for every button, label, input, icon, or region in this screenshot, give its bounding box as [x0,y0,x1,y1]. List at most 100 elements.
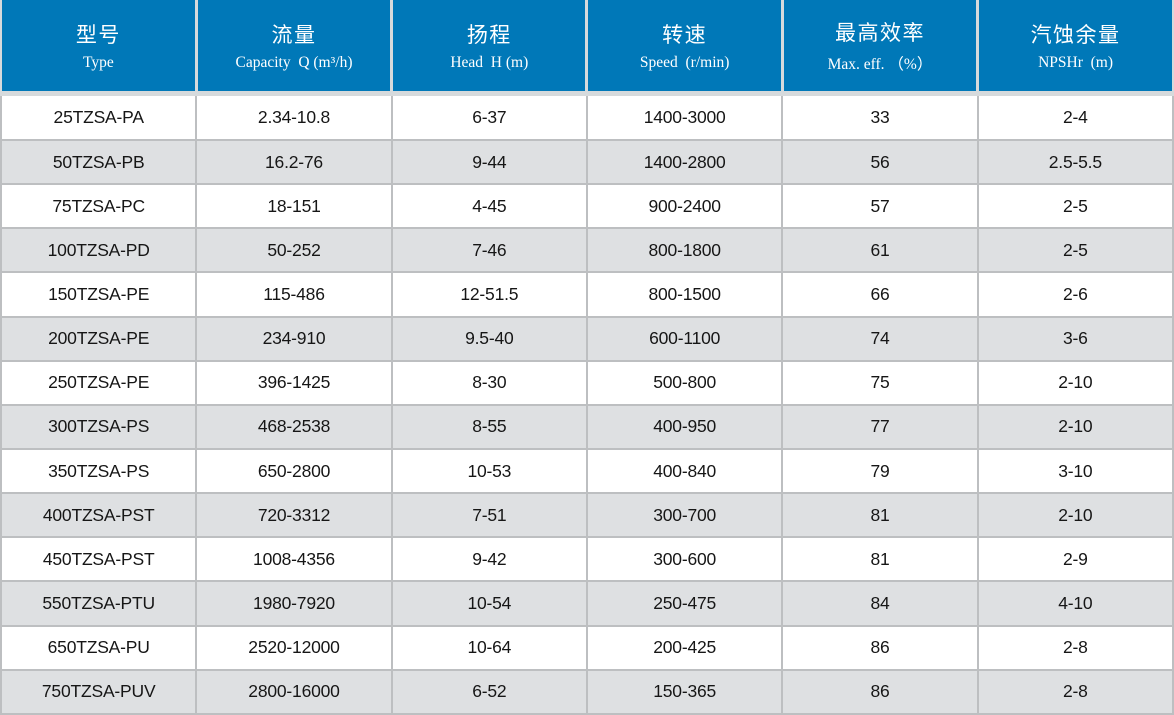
cell-npshr: 2-5 [976,227,1174,274]
cell-speed: 900-2400 [585,183,784,230]
column-header-label-zh: 转速 [662,23,708,47]
cell-capacity: 234-910 [195,315,393,362]
cell-speed: 300-700 [585,492,784,539]
cell-head: 10-53 [390,447,588,495]
cell-type: 150TZSA-PE [0,271,198,318]
column-header-label-zh: 汽蚀余量 [1030,23,1121,47]
cell-capacity: 2800-16000 [195,668,393,715]
table-row: 450TZSA-PST 1008-4356 9-42 300-600 81 2-9 [0,536,1174,583]
column-header-label-zh: 流量 [271,23,317,47]
table-row: 25TZSA-PA 2.34-10.8 6-37 1400-3000 33 2-4 [0,91,1174,142]
cell-capacity: 50-252 [195,227,393,274]
cell-speed: 300-600 [585,536,784,583]
cell-npshr: 3-6 [976,315,1174,362]
table-row: 150TZSA-PE 115-486 12-51.5 800-1500 66 2-6 [0,271,1174,318]
cell-max-eff: 84 [781,580,979,627]
cell-type: 750TZSA-PUV [0,668,198,715]
cell-capacity: 2520-12000 [195,624,393,671]
cell-capacity: 115-486 [195,271,393,318]
cell-capacity: 650-2800 [195,447,393,495]
column-header-max-eff: 最高效率 Max. eff. （%） [780,0,978,96]
cell-type: 200TZSA-PE [0,315,198,362]
cell-npshr: 2-5 [976,183,1174,230]
cell-npshr: 4-10 [976,580,1174,627]
cell-npshr: 2-6 [976,271,1174,318]
cell-capacity: 2.34-10.8 [195,91,393,142]
table-row: 100TZSA-PD 50-252 7-46 800-1800 61 2-5 [0,227,1174,274]
cell-type: 100TZSA-PD [0,227,198,274]
cell-head: 9-42 [390,536,588,583]
cell-type: 50TZSA-PB [0,139,198,186]
cell-npshr: 2-10 [976,359,1174,406]
cell-type: 450TZSA-PST [0,536,198,583]
column-header-label-zh: 最高效率 [834,21,925,45]
cell-head: 8-30 [390,359,588,406]
column-header-label-en: Max. eff. （%） [827,55,933,73]
cell-speed: 1400-2800 [585,139,784,186]
cell-max-eff: 56 [781,139,979,186]
cell-head: 9-44 [390,139,588,186]
table-row: 75TZSA-PC 18-151 4-45 900-2400 57 2-5 [0,183,1174,230]
cell-capacity: 468-2538 [195,403,393,451]
cell-capacity: 16.2-76 [195,139,393,186]
cell-max-eff: 61 [781,227,979,274]
cell-speed: 400-950 [585,403,784,451]
cell-type: 250TZSA-PE [0,359,198,406]
cell-type: 550TZSA-PTU [0,580,198,627]
table-row: 550TZSA-PTU 1980-7920 10-54 250-475 84 4-10 [0,580,1174,627]
cell-head: 7-51 [390,492,588,539]
cell-capacity: 1008-4356 [195,536,393,583]
cell-speed: 400-840 [585,447,784,495]
cell-head: 6-52 [390,668,588,715]
cell-npshr: 2-4 [976,91,1174,142]
column-header-label-en: Capacity Q (m³/h) [235,53,353,71]
cell-max-eff: 74 [781,315,979,362]
column-header-type: 型号 Type [0,0,197,96]
cell-type: 400TZSA-PST [0,492,198,539]
cell-max-eff: 66 [781,271,979,318]
column-header-label-zh: 扬程 [466,23,512,47]
cell-max-eff: 86 [781,624,979,671]
cell-max-eff: 79 [781,447,979,495]
cell-head: 12-51.5 [390,271,588,318]
table-row: 400TZSA-PST 720-3312 7-51 300-700 81 2-10 [0,492,1174,539]
table-body: 25TZSA-PA 2.34-10.8 6-37 1400-3000 33 2-4 50TZ… [0,91,1174,715]
cell-type: 350TZSA-PS [0,447,198,495]
header-row: 型号 Type 流量 Capacity Q (m³/h) 扬程 Head H (m) 转速 S… [0,0,1174,96]
cell-npshr: 2-10 [976,403,1174,451]
cell-npshr: 2-8 [976,624,1174,671]
cell-type: 25TZSA-PA [0,91,198,142]
table-row: 650TZSA-PU 2520-12000 10-64 200-425 86 2-8 [0,624,1174,671]
column-header-label-en: NPSHr (m) [1038,53,1114,71]
cell-npshr: 2-10 [976,492,1174,539]
cell-npshr: 2-9 [976,536,1174,583]
cell-max-eff: 86 [781,668,979,715]
cell-speed: 600-1100 [585,315,784,362]
cell-speed: 150-365 [585,668,784,715]
column-header-label-en: Head H (m) [450,53,529,71]
cell-type: 300TZSA-PS [0,403,198,451]
cell-speed: 500-800 [585,359,784,406]
cell-type: 75TZSA-PC [0,183,198,230]
table-row: 200TZSA-PE 234-910 9.5-40 600-1100 74 3-6 [0,315,1174,362]
cell-max-eff: 81 [781,536,979,583]
table-row: 350TZSA-PS 650-2800 10-53 400-840 79 3-10 [0,447,1174,495]
cell-head: 7-46 [390,227,588,274]
cell-type: 650TZSA-PU [0,624,198,671]
cell-speed: 200-425 [585,624,784,671]
column-header-label-en: Speed (r/min) [639,53,730,71]
cell-capacity: 1980-7920 [195,580,393,627]
cell-head: 9.5-40 [390,315,588,362]
cell-head: 10-64 [390,624,588,671]
cell-max-eff: 81 [781,492,979,539]
table-header: 型号 Type 流量 Capacity Q (m³/h) 扬程 Head H (m) 转速 S… [0,0,1174,96]
cell-speed: 250-475 [585,580,784,627]
column-header-npshr: 汽蚀余量 NPSHr (m) [976,0,1174,96]
cell-speed: 800-1800 [585,227,784,274]
cell-capacity: 720-3312 [195,492,393,539]
table-row: 50TZSA-PB 16.2-76 9-44 1400-2800 56 2.5-5.5 [0,139,1174,186]
cell-npshr: 2-8 [976,668,1174,715]
table-row: 250TZSA-PE 396-1425 8-30 500-800 75 2-10 [0,359,1174,406]
